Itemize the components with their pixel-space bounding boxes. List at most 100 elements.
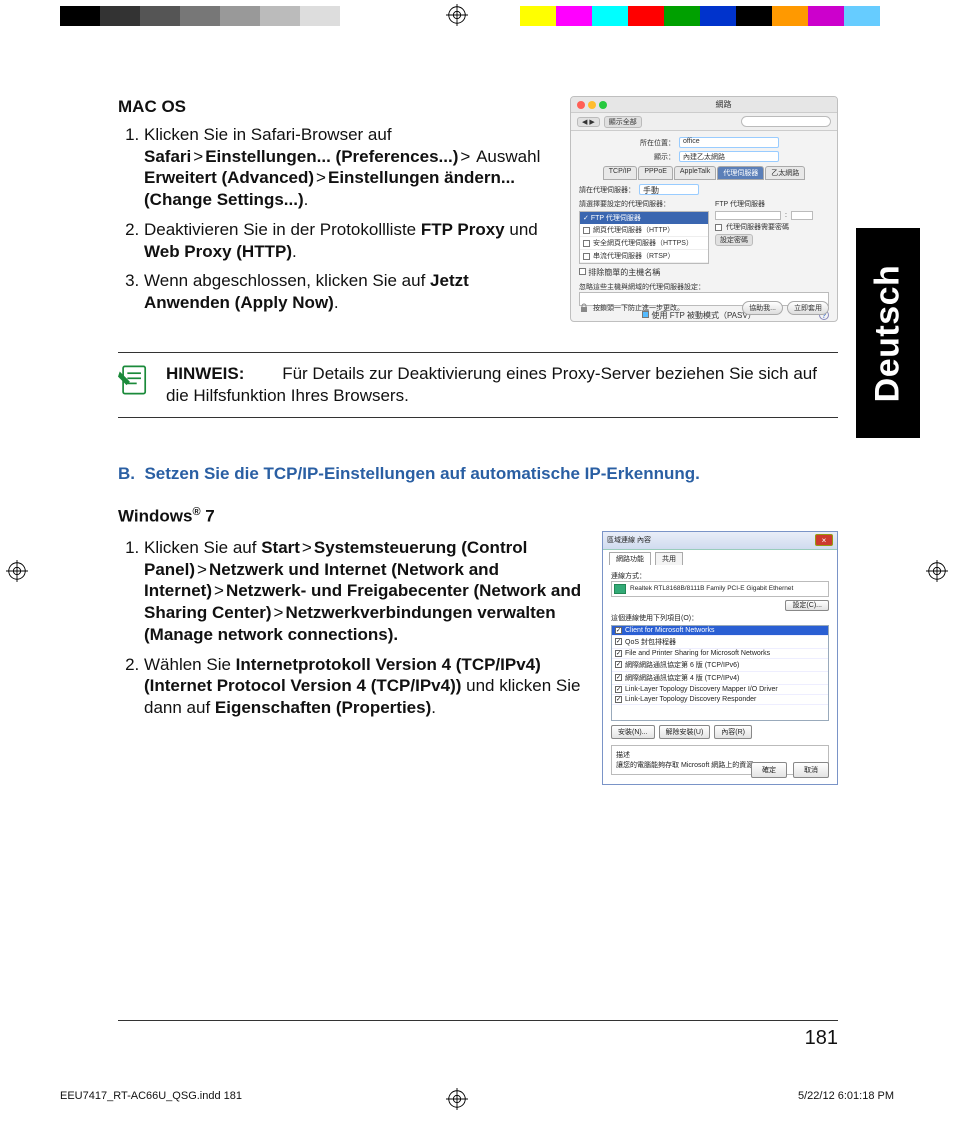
show-select[interactable]: 內建乙太網路: [679, 151, 779, 162]
macos-steps: Klicken Sie in Safari-Browser auf Safari…: [118, 124, 556, 314]
protocol-list-item[interactable]: QoS 封包排程器: [612, 636, 828, 649]
adapter-name: Realtek RTL8168B/8111B Family PCI-E Giga…: [630, 585, 793, 592]
protocol-list-item[interactable]: File and Printer Sharing for Microsoft N…: [612, 649, 828, 659]
uninstall-button[interactable]: 解除安裝(U): [659, 725, 711, 739]
tab-networking[interactable]: 網路功能: [609, 552, 651, 565]
protocol-checkbox[interactable]: [615, 638, 622, 645]
minimize-icon[interactable]: [588, 101, 596, 109]
mac-tab[interactable]: 代理伺服器: [717, 166, 764, 180]
ok-button[interactable]: 確定: [751, 762, 787, 778]
language-tab: Deutsch: [856, 228, 920, 438]
close-icon[interactable]: [577, 101, 585, 109]
colorbar-swatch: [60, 6, 100, 26]
windows-steps: Klicken Sie auf Start>Systemsteuerung (C…: [118, 537, 588, 719]
proxy-list-item[interactable]: 網頁代理伺服器（HTTP）: [580, 224, 708, 237]
protocol-checkbox[interactable]: [615, 661, 622, 668]
colorbar-swatch: [808, 6, 844, 26]
cancel-button[interactable]: 取消: [793, 762, 829, 778]
registration-mark-icon: [444, 2, 470, 28]
lock-icon[interactable]: [579, 303, 589, 313]
win-titlebar: 區域連線 內容 ×: [603, 532, 837, 550]
registration-mark-icon: [4, 558, 30, 584]
bypass-hosts-label: 忽略這些主機與網域的代理伺服器設定：: [579, 282, 829, 292]
proxy-config-select[interactable]: 手動: [639, 184, 699, 195]
proxy-pwd-checkbox[interactable]: [715, 224, 722, 231]
colorbar-swatch: [220, 6, 260, 26]
mac-window-title: 網路: [610, 99, 837, 110]
tab-sharing[interactable]: 共用: [655, 552, 683, 565]
protocol-checkbox[interactable]: [615, 627, 622, 634]
macos-step-2: Deaktivieren Sie in der Protokollliste F…: [144, 219, 556, 263]
protocol-checkbox[interactable]: [615, 674, 622, 681]
macos-heading: MAC OS: [118, 96, 556, 118]
proxy-pwd-label: 代理伺服器需要密碼: [726, 222, 789, 232]
protocol-list-item[interactable]: Client for Microsoft Networks: [612, 626, 828, 636]
set-password-button[interactable]: 設定密碼: [715, 234, 753, 246]
properties-button[interactable]: 內容(R): [714, 725, 752, 739]
print-colorbar-grayscale: [60, 6, 380, 26]
mac-tabs: TCP/IPPPPoEAppleTalk代理伺服器乙太網路: [579, 166, 829, 180]
install-button[interactable]: 安裝(N)...: [611, 725, 655, 739]
mac-tab[interactable]: 乙太網路: [765, 166, 805, 180]
proxy-item-checkbox[interactable]: [583, 227, 590, 234]
note-text: Für Details zur Deaktivierung eines Prox…: [166, 364, 817, 405]
proxy-list-item[interactable]: 安全網頁代理伺服器（HTTPS）: [580, 237, 708, 250]
section-b: B. Setzen Sie die TCP/IP-Einstellungen a…: [118, 464, 838, 785]
print-timestamp: 5/22/12 6:01:18 PM: [798, 1090, 894, 1102]
zoom-icon[interactable]: [599, 101, 607, 109]
proxy-port-input[interactable]: [791, 211, 813, 220]
colorbar-swatch: [180, 6, 220, 26]
win-window-title: 區域連線 內容: [607, 535, 651, 545]
protocol-list-item[interactable]: Link-Layer Topology Discovery Mapper I/O…: [612, 685, 828, 695]
proxy-item-checkbox[interactable]: [583, 253, 590, 260]
note-block: HINWEIS: Für Details zur Deaktivierung e…: [118, 352, 838, 418]
colorbar-swatch: [628, 6, 664, 26]
bypass-checkbox[interactable]: [579, 268, 586, 275]
page-content: MAC OS Klicken Sie in Safari-Browser auf…: [118, 96, 838, 785]
protocol-list-item[interactable]: 網際網路通訊協定第 6 版 (TCP/IPv6): [612, 659, 828, 672]
close-icon[interactable]: ×: [815, 534, 833, 546]
print-filename: EEU7417_RT-AC66U_QSG.indd 181: [60, 1090, 242, 1102]
windows-properties-screenshot: 區域連線 內容 × 網路功能 共用 連線方式： Realtek RTL8168B…: [602, 531, 838, 785]
page-number: 181: [805, 1027, 838, 1049]
uses-label: 這個連線使用下列項目(O)：: [611, 613, 829, 623]
proxy-list-header: ✓ FTP 代理伺服器: [580, 212, 708, 224]
protocol-list[interactable]: Client for Microsoft NetworksQoS 封包排程器Fi…: [611, 625, 829, 721]
colorbar-swatch: [100, 6, 140, 26]
back-forward-button[interactable]: ◀ ▶: [577, 117, 600, 127]
proxy-list-label: 請選擇要設定的代理伺服器：: [579, 199, 709, 209]
protocol-list-item[interactable]: Link-Layer Topology Discovery Responder: [612, 695, 828, 705]
protocol-list-item[interactable]: 網際網路通訊協定第 4 版 (TCP/IPv4): [612, 672, 828, 685]
mac-tab[interactable]: TCP/IP: [603, 166, 638, 180]
protocol-checkbox[interactable]: [615, 650, 622, 657]
proxy-item-checkbox[interactable]: [583, 240, 590, 247]
proxy-protocol-list[interactable]: ✓ FTP 代理伺服器 網頁代理伺服器（HTTP）安全網頁代理伺服器（HTTPS…: [579, 211, 709, 264]
colorbar-swatch: [260, 6, 300, 26]
proxy-list-item[interactable]: 串流代理伺服器（RTSP）: [580, 250, 708, 263]
colorbar-swatch: [592, 6, 628, 26]
proxy-host-input[interactable]: [715, 211, 781, 220]
colorbar-swatch: [664, 6, 700, 26]
apply-now-button[interactable]: 立即套用: [787, 301, 829, 315]
colorbar-swatch: [300, 6, 340, 26]
description-label: 描述: [616, 750, 824, 760]
note-label: HINWEIS:: [166, 364, 244, 383]
protocol-checkbox[interactable]: [615, 686, 622, 693]
windows-step-1: Klicken Sie auf Start>Systemsteuerung (C…: [144, 537, 588, 646]
protocol-checkbox[interactable]: [615, 696, 622, 703]
section-b-letter: B.: [118, 464, 140, 484]
macos-network-screenshot: 網路 ◀ ▶ 顯示全部 所在位置： office 顯示： 內建乙太網路 TCP/…: [570, 96, 838, 322]
bypass-label: 排除簡單的主機名稱: [588, 268, 660, 277]
assist-button[interactable]: 協助我...: [742, 301, 783, 315]
show-all-button[interactable]: 顯示全部: [604, 116, 642, 128]
colorbar-swatch: [556, 6, 592, 26]
search-input[interactable]: [741, 116, 831, 127]
windows7-heading: Windows® 7: [118, 506, 838, 527]
mac-tab[interactable]: PPPoE: [638, 166, 673, 180]
location-select[interactable]: office: [679, 137, 779, 148]
colorbar-swatch: [844, 6, 880, 26]
page-footer: 181: [118, 1020, 838, 1050]
configure-button[interactable]: 設定(C)...: [785, 600, 829, 611]
colorbar-swatch: [340, 6, 380, 26]
mac-tab[interactable]: AppleTalk: [674, 166, 716, 180]
